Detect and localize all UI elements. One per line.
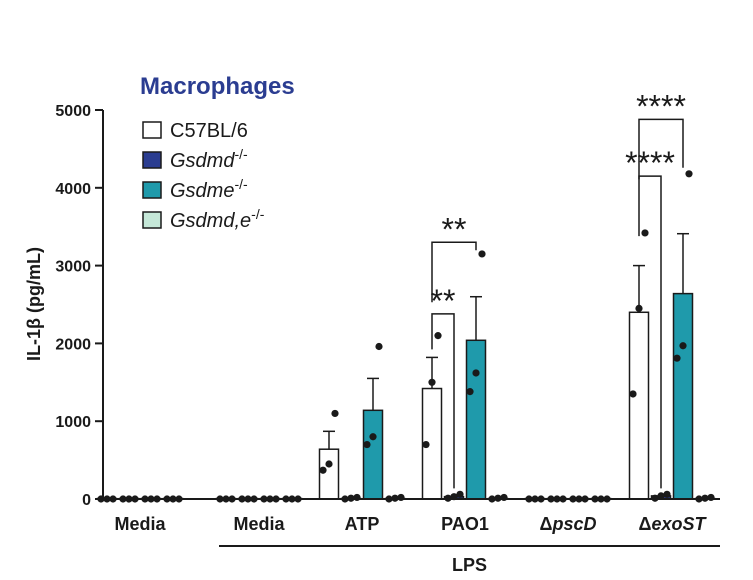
data-point bbox=[97, 495, 105, 503]
legend-swatch bbox=[142, 121, 162, 139]
data-point bbox=[319, 466, 327, 474]
x-tick-label: ΔexoST bbox=[639, 514, 708, 534]
y-axis-title: IL-1β (pg/mL) bbox=[24, 247, 44, 361]
significance-label: **** bbox=[625, 145, 675, 181]
bar bbox=[672, 292, 694, 500]
data-point bbox=[685, 170, 693, 178]
chart-title: Macrophages bbox=[140, 73, 295, 100]
x-tick-label: PAO1 bbox=[441, 514, 489, 534]
lps-group-label: LPS bbox=[452, 555, 487, 575]
data-point bbox=[478, 250, 486, 258]
data-point bbox=[369, 433, 377, 441]
legend-label: Gsdme-/- bbox=[170, 176, 248, 202]
significance-bracket bbox=[638, 118, 684, 180]
legend-label: Gsdmd,e-/- bbox=[170, 206, 265, 232]
legend-swatch bbox=[142, 211, 162, 229]
legend-swatch bbox=[142, 151, 162, 169]
x-tick-label: ATP bbox=[345, 514, 380, 534]
data-point bbox=[325, 460, 333, 468]
significance-bracket bbox=[431, 313, 455, 489]
legend-label: C57BL/6 bbox=[170, 120, 248, 142]
data-point bbox=[629, 390, 637, 398]
data-point bbox=[434, 332, 442, 340]
x-axis: Media Media ATP PAO1 ΔpscD ΔexoST bbox=[103, 498, 720, 534]
legend: C57BL/6 Gsdmd-/- Gsdme-/- Gsdmd,e-/- bbox=[142, 120, 265, 232]
data-point bbox=[466, 388, 474, 396]
x-tick-label: Media bbox=[233, 514, 285, 534]
significance-brackets: ************ bbox=[431, 88, 686, 489]
bar bbox=[628, 311, 650, 500]
significance-label: ** bbox=[431, 283, 456, 319]
y-tick-label: 1000 bbox=[55, 414, 91, 431]
y-tick-label: 0 bbox=[82, 492, 91, 509]
y-tick-label: 2000 bbox=[55, 336, 91, 353]
data-point bbox=[663, 490, 671, 498]
data-point bbox=[456, 490, 464, 498]
y-axis: 0 1000 2000 3000 4000 5000 bbox=[55, 103, 104, 509]
data-point bbox=[331, 409, 339, 418]
data-point bbox=[422, 440, 430, 449]
significance-label: ** bbox=[442, 211, 467, 247]
data-point bbox=[673, 354, 681, 362]
data-point bbox=[428, 378, 436, 386]
x-tick-label: ΔpscD bbox=[540, 514, 597, 534]
y-tick-label: 4000 bbox=[55, 181, 91, 198]
bar bbox=[362, 409, 384, 500]
data-point bbox=[375, 342, 383, 351]
significance-label: **** bbox=[636, 88, 686, 124]
data-point bbox=[641, 229, 649, 237]
data-point bbox=[472, 369, 480, 377]
data-point bbox=[635, 304, 643, 312]
bar bbox=[465, 339, 487, 500]
significance-bracket bbox=[638, 175, 662, 489]
data-point bbox=[679, 342, 687, 350]
y-tick-label: 3000 bbox=[55, 259, 91, 276]
x-tick-label: Media bbox=[114, 514, 166, 534]
legend-label: Gsdmd-/- bbox=[170, 146, 248, 172]
data-point bbox=[363, 440, 371, 449]
legend-swatch bbox=[142, 181, 162, 199]
y-tick-label: 5000 bbox=[55, 103, 91, 120]
significance-bracket bbox=[431, 241, 477, 303]
data-point bbox=[657, 492, 665, 500]
bar bbox=[318, 448, 340, 500]
